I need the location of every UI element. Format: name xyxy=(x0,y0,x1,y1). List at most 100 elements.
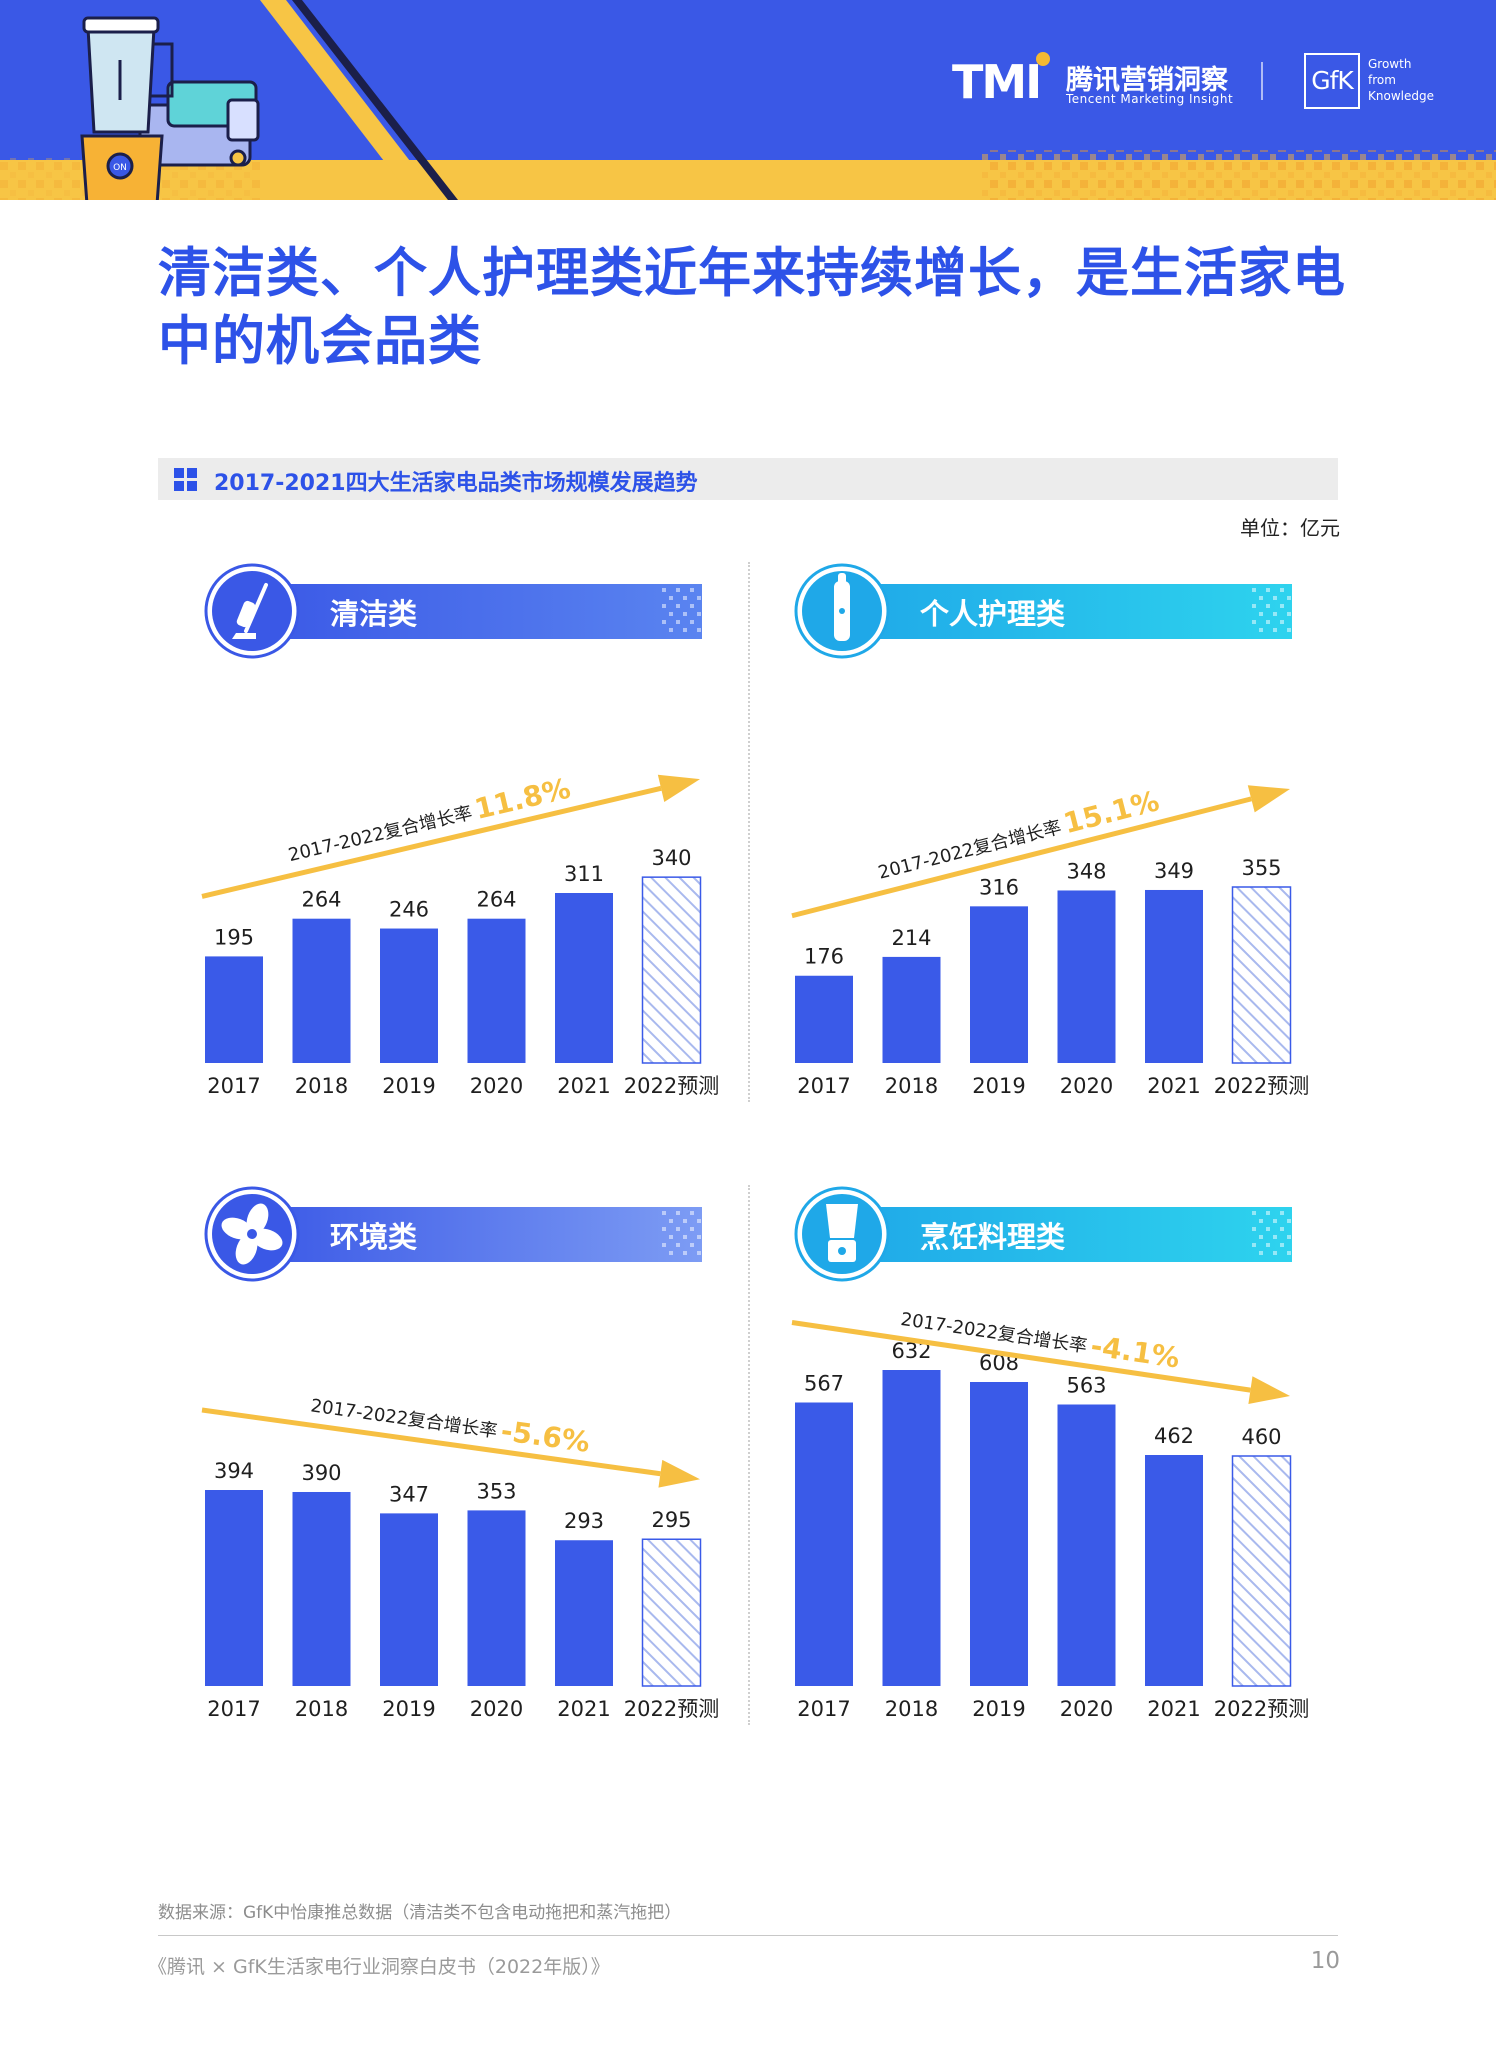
chart-svg: 394 2017 390 2018 347 2019 353 2020 293 2021 295 20… xyxy=(201,1186,719,1721)
trend-arrow xyxy=(791,1320,1251,1393)
chart-title: 清洁类 xyxy=(330,597,418,631)
cagr-value: 11.8% xyxy=(471,772,573,826)
x-tick-label: 2021 xyxy=(1147,1697,1200,1721)
category-banner xyxy=(250,584,702,639)
bar xyxy=(380,928,438,1063)
x-tick-label: 2017 xyxy=(797,1074,850,1098)
bar xyxy=(1145,1455,1203,1686)
panel-divider xyxy=(748,1185,750,1725)
x-tick-label: 2022预测 xyxy=(1214,1074,1309,1098)
forecast-bar xyxy=(641,876,702,1064)
unit-label: 单位：亿元 xyxy=(1240,516,1340,540)
bar xyxy=(882,956,941,1063)
blender-illustration-icon: ON xyxy=(80,16,174,200)
chart-title: 环境类 xyxy=(330,1220,418,1254)
bar xyxy=(795,1402,853,1686)
category-banner xyxy=(840,584,1292,639)
x-tick-label: 2022预测 xyxy=(624,1697,719,1721)
bar-value-label: 563 xyxy=(1066,1374,1106,1398)
bar xyxy=(1057,1404,1116,1686)
gfk-logo: GfK xyxy=(1304,53,1360,109)
bar-value-label: 176 xyxy=(804,945,844,969)
trend-arrow-head xyxy=(658,1459,700,1488)
trend-arrow-head xyxy=(1248,1376,1290,1405)
x-tick-label: 2019 xyxy=(382,1697,435,1721)
bar-value-label: 348 xyxy=(1066,859,1106,883)
bar-value-label: 293 xyxy=(564,1509,604,1533)
bar xyxy=(555,893,613,1063)
x-tick-label: 2019 xyxy=(972,1074,1025,1098)
x-tick-label: 2018 xyxy=(295,1074,348,1098)
bar xyxy=(795,975,853,1063)
bar-value-label: 349 xyxy=(1154,859,1194,883)
bar-value-label: 311 xyxy=(564,862,604,886)
bar xyxy=(1145,889,1203,1063)
bar xyxy=(555,1540,613,1686)
x-tick-label: 2017 xyxy=(207,1074,260,1098)
bar xyxy=(292,918,351,1063)
footer-divider xyxy=(158,1935,1338,1936)
bar-value-label: 316 xyxy=(979,875,1019,899)
cagr-label: 2017-2022复合增长率 xyxy=(309,1395,498,1442)
chart-environment: 394 2017 390 2018 347 2019 353 2020 293 2021 295 20… xyxy=(200,1178,740,1738)
bar-value-label: 246 xyxy=(389,898,429,922)
x-tick-label: 2020 xyxy=(470,1697,523,1721)
tmi-logo: TMI xyxy=(952,52,1064,108)
bar xyxy=(970,1382,1028,1686)
bar-value-label: 567 xyxy=(804,1372,844,1396)
panel-divider xyxy=(748,562,750,1102)
x-tick-label: 2019 xyxy=(382,1074,435,1098)
bar-value-label: 353 xyxy=(476,1479,516,1503)
x-tick-label: 2021 xyxy=(557,1074,610,1098)
brand-subtitle: Tencent Marketing Insight xyxy=(1066,92,1234,106)
bar-value-label: 195 xyxy=(214,925,254,949)
bar-value-label: 295 xyxy=(651,1508,691,1532)
x-tick-label: 2020 xyxy=(1060,1697,1113,1721)
bar xyxy=(292,1491,351,1686)
bar-value-label: 214 xyxy=(891,926,931,950)
trend-arrow-head xyxy=(657,774,700,802)
x-tick-label: 2022预测 xyxy=(624,1074,719,1098)
section-title: 2017-2021四大生活家电品类市场规模发展趋势 xyxy=(214,471,698,496)
category-banner xyxy=(250,1207,702,1262)
chart-cleaning: 195 2017 264 2018 246 2019 264 2020 311 2021 340 20… xyxy=(200,555,740,1115)
electric-toothbrush-icon xyxy=(794,563,890,659)
x-tick-label: 2018 xyxy=(295,1697,348,1721)
svg-text:ON: ON xyxy=(113,163,127,173)
x-tick-label: 2022预测 xyxy=(1214,1697,1309,1721)
bar-value-label: 394 xyxy=(214,1459,254,1483)
trend-arrow-head xyxy=(1247,785,1290,813)
trend-arrow xyxy=(791,796,1252,919)
x-tick-label: 2017 xyxy=(207,1697,260,1721)
chart-svg: 176 2017 214 2018 316 2019 348 2020 349 2021 355 20… xyxy=(791,563,1309,1098)
logo-divider xyxy=(1261,62,1263,100)
data-source-note: 数据来源：GfK中怡康推总数据（清洁类不包含电动拖把和蒸汽拖把） xyxy=(158,1903,682,1923)
header-background: ON xyxy=(0,0,1496,200)
bar xyxy=(380,1513,438,1686)
category-banner xyxy=(840,1207,1292,1262)
footer-publication: 《腾讯 × GfK生活家电行业洞察白皮书（2022年版）》 xyxy=(148,1956,610,1978)
bar xyxy=(882,1370,941,1686)
grid-icon xyxy=(174,468,198,492)
bar xyxy=(467,1510,526,1686)
cagr-label: 2017-2022复合增长率 xyxy=(876,817,1063,884)
x-tick-label: 2019 xyxy=(972,1697,1025,1721)
sandwich-maker-icon xyxy=(138,80,260,167)
forecast-bar xyxy=(641,1538,702,1687)
vacuum-cleaner-icon xyxy=(204,563,300,659)
x-tick-label: 2021 xyxy=(557,1697,610,1721)
bar xyxy=(205,956,263,1063)
chart-title: 个人护理类 xyxy=(920,597,1066,631)
x-tick-label: 2017 xyxy=(797,1697,850,1721)
section-header: 2017-2021四大生活家电品类市场规模发展趋势 xyxy=(158,458,1338,500)
bar xyxy=(1057,890,1116,1063)
x-tick-label: 2020 xyxy=(470,1074,523,1098)
chart-cooking: 567 2017 632 2018 608 2019 563 2020 462 2021 460 20… xyxy=(790,1178,1330,1738)
page-title: 清洁类、个人护理类近年来持续增长，是生活家电中的机会品类 xyxy=(158,243,1346,372)
bar-value-label: 264 xyxy=(476,888,516,912)
gfk-tagline: Growth from Knowledge xyxy=(1368,57,1434,103)
header-banner: ON TMI 腾讯营销洞察 Tencent Marketing Insight … xyxy=(0,0,1496,200)
bar xyxy=(205,1490,263,1686)
bar-value-label: 355 xyxy=(1241,856,1281,880)
chart-personal-care: 176 2017 214 2018 316 2019 348 2020 349 2021 355 20… xyxy=(790,555,1330,1115)
